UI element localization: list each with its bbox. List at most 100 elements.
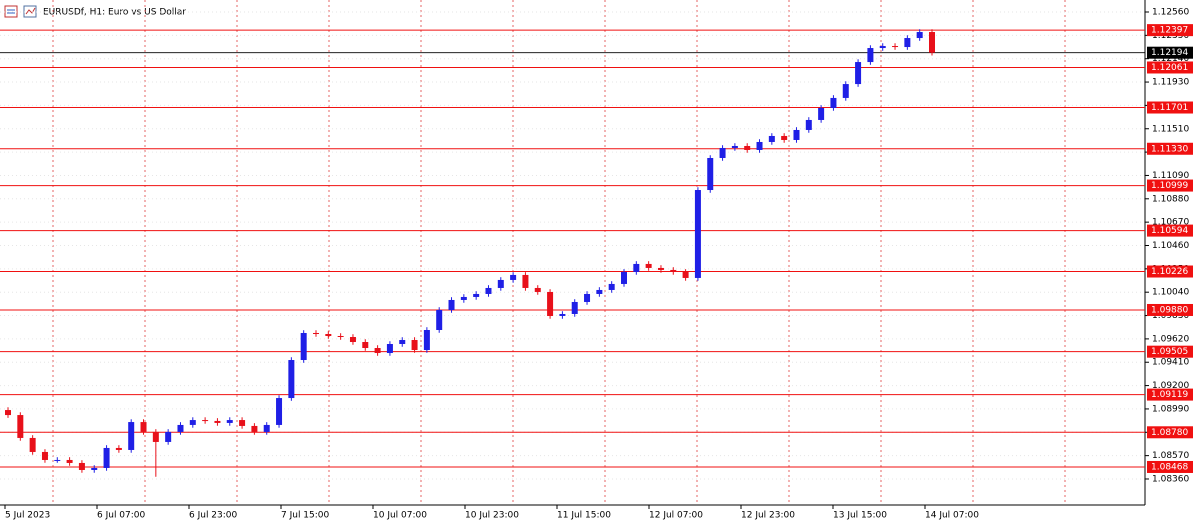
candle-body (189, 420, 196, 425)
x-tick-label: 13 Jul 15:00 (833, 511, 887, 521)
level-label-box (1147, 101, 1193, 114)
y-tick-label: 1.09620 (1152, 334, 1189, 344)
candle-body (670, 269, 677, 272)
candle-body (633, 263, 640, 272)
x-tick-label: 12 Jul 07:00 (649, 511, 703, 521)
candle-body (473, 293, 480, 297)
candle-body (251, 425, 258, 432)
candle-body (325, 333, 332, 336)
candle-body (128, 422, 135, 450)
x-tick-label: 6 Jul 07:00 (97, 511, 146, 521)
candle-body (313, 332, 319, 334)
candle-body (731, 145, 738, 148)
candle-body (288, 360, 295, 399)
candle-body (103, 447, 110, 468)
candle-body (608, 283, 615, 290)
level-label: 1.11330 (1151, 144, 1188, 154)
level-label-box (1147, 265, 1193, 278)
x-tick-label: 10 Jul 07:00 (373, 511, 427, 521)
candle-body (29, 437, 36, 452)
candle-body (202, 420, 209, 422)
y-tick-label: 1.12560 (1152, 8, 1189, 18)
y-tick-label: 1.08570 (1152, 451, 1189, 461)
y-tick-label: 1.11930 (1152, 78, 1189, 88)
candle-body (276, 398, 283, 425)
x-tick-label: 7 Jul 15:00 (281, 511, 330, 521)
y-tick-label: 1.08990 (1152, 404, 1189, 414)
candle-body (719, 147, 726, 158)
candle-body (423, 329, 430, 351)
candle-body (152, 431, 159, 442)
level-label: 1.12397 (1151, 26, 1188, 36)
candle-body (66, 459, 73, 463)
candle-body (904, 38, 911, 48)
candle-body (337, 335, 344, 338)
candle-body (349, 337, 356, 343)
candle-body (54, 459, 61, 461)
candle-body (657, 267, 664, 270)
level-label-box (1147, 179, 1193, 192)
y-tick-label: 1.09830 (1152, 311, 1189, 321)
candle-body (411, 340, 418, 351)
candle-body (5, 410, 11, 416)
candle-body (744, 145, 751, 150)
level-label: 1.10594 (1151, 226, 1188, 236)
candle-body (485, 287, 492, 294)
candle-body (436, 309, 443, 330)
y-tick-label: 1.11090 (1152, 171, 1189, 181)
level-label-box (1147, 345, 1193, 358)
candle-body (534, 287, 541, 292)
candle-body (115, 447, 122, 450)
candle-body (17, 415, 24, 438)
current-price-box (1147, 46, 1193, 59)
candle-body (694, 190, 701, 278)
candle-body (584, 293, 591, 302)
level-label-box (1147, 61, 1193, 74)
level-label: 1.09505 (1151, 347, 1188, 357)
candle-body (78, 462, 85, 470)
candle-body (571, 301, 578, 314)
candle-body (793, 129, 800, 140)
level-label: 1.09880 (1151, 305, 1188, 315)
candle-body (239, 420, 246, 426)
candle-body (165, 431, 172, 442)
candle-body (682, 271, 689, 278)
level-label-box (1147, 142, 1193, 155)
candle-body (510, 274, 517, 280)
y-tick-label: 1.10880 (1152, 194, 1189, 204)
y-tick-label: 1.08360 (1152, 474, 1189, 484)
level-label-box (1147, 426, 1193, 439)
candle-body (621, 271, 627, 284)
x-tick-label: 6 Jul 23:00 (189, 511, 238, 521)
candle-body (547, 291, 554, 316)
candle-body (460, 296, 467, 300)
icon (23, 5, 37, 18)
icon (4, 5, 18, 18)
candle-body (91, 467, 98, 470)
candle-body (892, 46, 899, 48)
candle-body (263, 424, 270, 432)
level-label-box (1147, 224, 1193, 237)
candle-body (226, 420, 233, 423)
candle-body (559, 313, 566, 316)
candle-body (830, 97, 837, 108)
x-tick-label: 12 Jul 23:00 (741, 511, 795, 521)
candle-body (300, 332, 307, 361)
candle-body (855, 62, 862, 85)
candle-body (497, 279, 504, 288)
level-label-box (1147, 24, 1193, 37)
candle-body (707, 157, 714, 191)
level-label-box (1147, 460, 1193, 473)
level-label: 1.12061 (1151, 63, 1188, 73)
candle-body (386, 344, 393, 354)
y-tick-label: 1.10670 (1152, 218, 1189, 228)
candle-body (522, 274, 529, 288)
y-tick-label: 1.11510 (1152, 124, 1189, 134)
level-label-box (1147, 303, 1193, 316)
y-tick-label: 1.09200 (1152, 381, 1189, 391)
y-tick-label: 1.10040 (1152, 288, 1189, 298)
candle-body (399, 340, 406, 345)
